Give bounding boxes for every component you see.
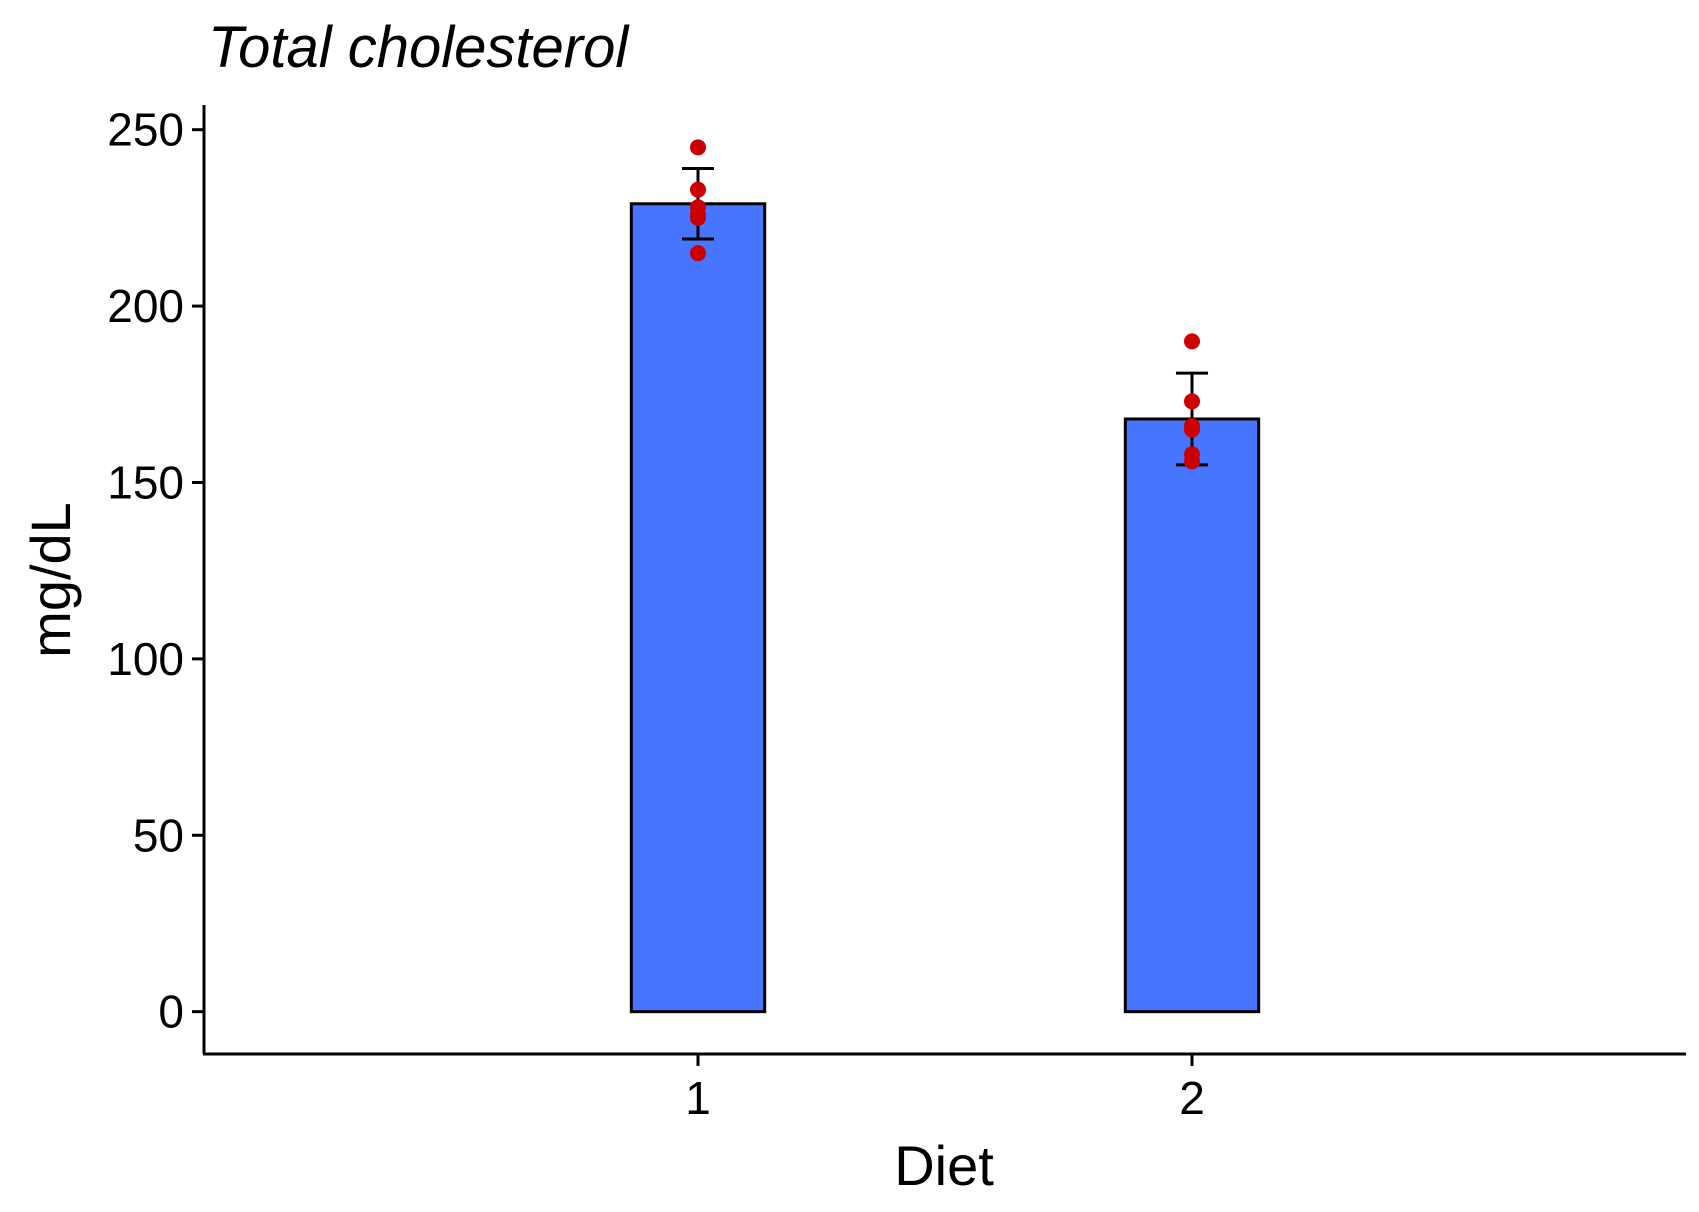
chart-title: Total cholesterol — [208, 15, 630, 80]
data-point-diet-2 — [1184, 421, 1200, 438]
data-point-diet-2 — [1184, 393, 1200, 410]
y-tick-label: 0 — [158, 986, 184, 1038]
data-point-diet-1 — [690, 181, 706, 198]
data-point-diet-2 — [1184, 453, 1200, 470]
y-axis-ticks: 0 50 100 150 200 250 — [107, 104, 204, 1038]
y-axis-label: mg/dL — [19, 502, 82, 658]
data-point-diet-2 — [1184, 333, 1200, 350]
plot-area — [629, 139, 1261, 1014]
x-tick-label: 1 — [685, 1072, 711, 1124]
bar-diet-1 — [629, 202, 767, 1014]
y-tick-label: 250 — [107, 104, 184, 156]
data-point-diet-1 — [690, 209, 706, 226]
data-point-diet-1 — [690, 139, 706, 156]
x-axis-label: Diet — [894, 1134, 994, 1197]
y-tick-label: 50 — [133, 809, 184, 861]
bar-diet-2 — [1123, 417, 1261, 1014]
y-tick-label: 200 — [107, 280, 184, 332]
y-tick-label: 150 — [107, 456, 184, 508]
y-tick-label: 100 — [107, 633, 184, 685]
data-point-diet-1 — [690, 245, 706, 262]
x-tick-label: 2 — [1179, 1072, 1205, 1124]
